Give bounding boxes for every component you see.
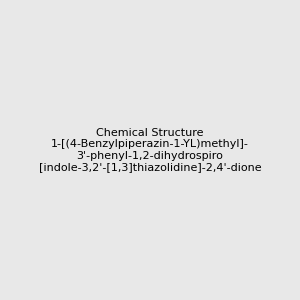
- Text: Chemical Structure
1-[(4-Benzylpiperazin-1-YL)methyl]-
3'-phenyl-1,2-dihydrospir: Chemical Structure 1-[(4-Benzylpiperazin…: [39, 128, 261, 172]
